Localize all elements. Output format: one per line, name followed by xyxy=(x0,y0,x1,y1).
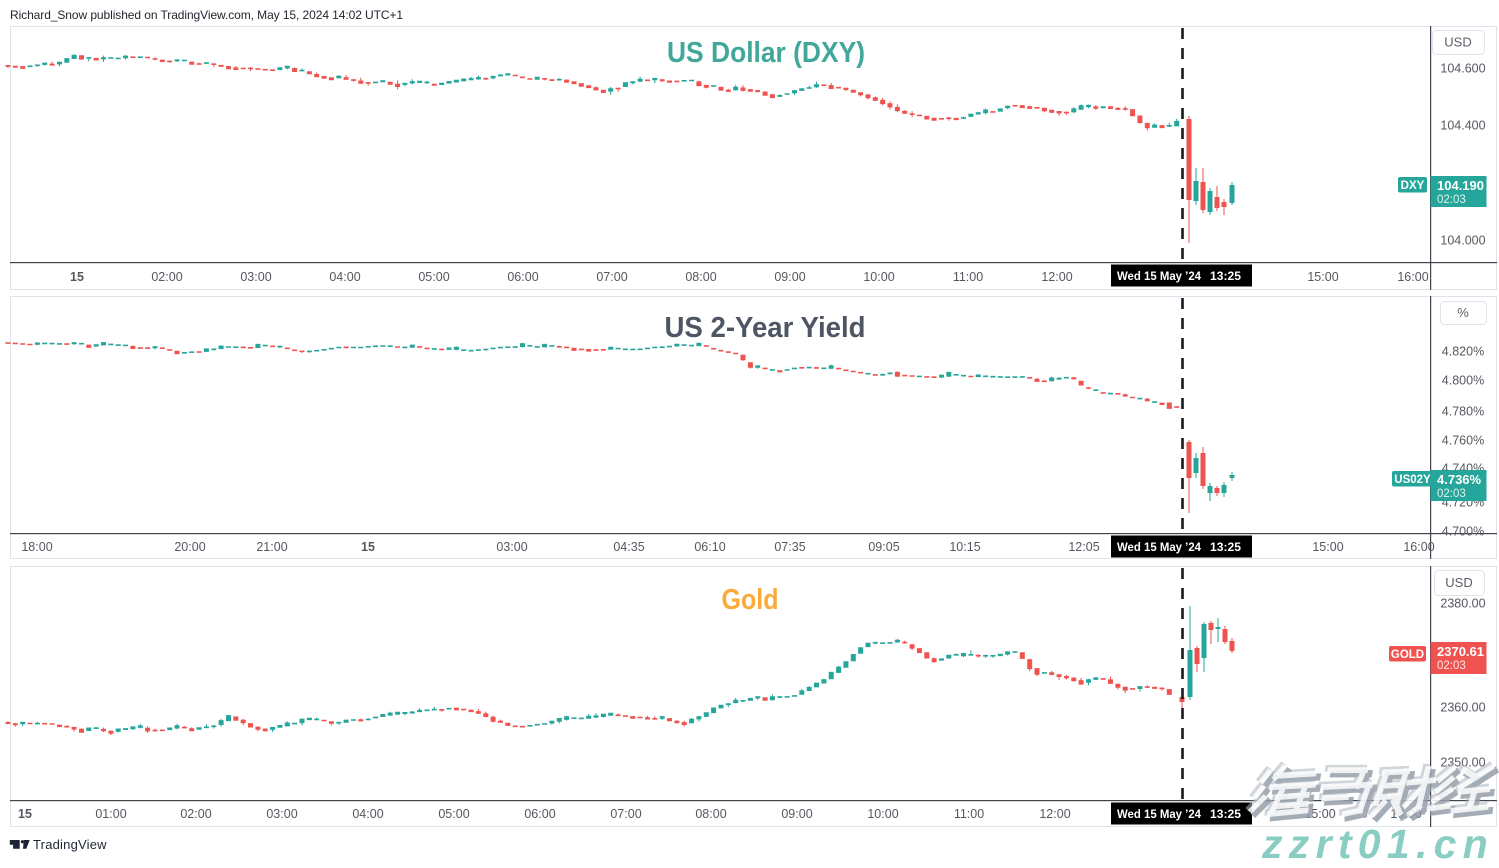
svg-text:10:00: 10:00 xyxy=(863,270,894,284)
svg-text:03:00: 03:00 xyxy=(496,540,527,554)
svg-text:09:05: 09:05 xyxy=(868,540,899,554)
svg-text:04:35: 04:35 xyxy=(613,540,644,554)
svg-text:04:00: 04:00 xyxy=(352,807,383,821)
svg-text:%: % xyxy=(1457,305,1469,320)
svg-text:01:00: 01:00 xyxy=(95,807,126,821)
svg-text:12:00: 12:00 xyxy=(1039,807,1070,821)
svg-text:08:00: 08:00 xyxy=(685,270,716,284)
svg-text:16:00: 16:00 xyxy=(1397,270,1428,284)
svg-text:Richard_Snow published on Trad: Richard_Snow published on TradingView.co… xyxy=(10,8,403,22)
svg-text:Wed 15 May ’24: Wed 15 May ’24 xyxy=(1117,807,1201,821)
svg-text:21:00: 21:00 xyxy=(256,540,287,554)
svg-text:4.736%: 4.736% xyxy=(1437,472,1482,487)
svg-text:07:35: 07:35 xyxy=(774,540,805,554)
svg-text:4.780%: 4.780% xyxy=(1442,405,1484,419)
svg-text:13:25: 13:25 xyxy=(1210,540,1241,554)
svg-text:4.820%: 4.820% xyxy=(1442,345,1484,359)
svg-text:06:00: 06:00 xyxy=(507,270,538,284)
svg-text:104.600: 104.600 xyxy=(1440,62,1485,76)
svg-text:15:00: 15:00 xyxy=(1312,540,1343,554)
svg-text:16:00: 16:00 xyxy=(1403,540,1434,554)
svg-text:09:00: 09:00 xyxy=(774,270,805,284)
svg-text:07:00: 07:00 xyxy=(610,807,641,821)
svg-text:Gold: Gold xyxy=(722,584,779,616)
svg-text:15: 15 xyxy=(361,540,375,554)
svg-text:02:03: 02:03 xyxy=(1437,488,1466,500)
svg-text:15: 15 xyxy=(70,270,84,284)
svg-text:07:00: 07:00 xyxy=(596,270,627,284)
svg-text:Wed 15 May ’24: Wed 15 May ’24 xyxy=(1117,269,1201,283)
svg-text:104.190: 104.190 xyxy=(1437,178,1484,193)
svg-text:09:00: 09:00 xyxy=(781,807,812,821)
svg-text:2370.61: 2370.61 xyxy=(1437,644,1484,659)
svg-text:USD: USD xyxy=(1444,35,1471,50)
svg-text:TradingView: TradingView xyxy=(33,837,107,852)
svg-text:03:00: 03:00 xyxy=(240,270,271,284)
svg-text:DXY: DXY xyxy=(1401,180,1425,192)
svg-text:Wed 15 May ’24: Wed 15 May ’24 xyxy=(1117,540,1201,554)
svg-text:10:15: 10:15 xyxy=(949,540,980,554)
svg-text:US 2-Year Yield: US 2-Year Yield xyxy=(665,312,866,344)
svg-text:15:00: 15:00 xyxy=(1307,270,1338,284)
svg-text:13:25: 13:25 xyxy=(1210,807,1241,821)
svg-text:12:05: 12:05 xyxy=(1068,540,1099,554)
svg-text:02:00: 02:00 xyxy=(180,807,211,821)
svg-text:11:00: 11:00 xyxy=(953,270,983,284)
svg-text:04:00: 04:00 xyxy=(329,270,360,284)
svg-text:10:00: 10:00 xyxy=(867,807,898,821)
svg-text:4.760%: 4.760% xyxy=(1442,434,1484,448)
svg-text:20:00: 20:00 xyxy=(174,540,205,554)
svg-text:2380.00: 2380.00 xyxy=(1440,597,1485,611)
svg-text:4.700%: 4.700% xyxy=(1442,525,1484,539)
svg-text:02:00: 02:00 xyxy=(151,270,182,284)
svg-text:18:00: 18:00 xyxy=(21,540,52,554)
svg-text:4.800%: 4.800% xyxy=(1442,374,1484,388)
svg-text:02:03: 02:03 xyxy=(1437,660,1466,672)
svg-text:06:10: 06:10 xyxy=(694,540,725,554)
svg-text:03:00: 03:00 xyxy=(266,807,297,821)
svg-text:13:25: 13:25 xyxy=(1210,269,1241,283)
svg-text:zzrt01.cn: zzrt01.cn xyxy=(1261,821,1491,863)
svg-text:104.000: 104.000 xyxy=(1440,234,1485,248)
svg-text:104.400: 104.400 xyxy=(1440,119,1485,133)
svg-text:15: 15 xyxy=(18,807,32,821)
svg-text:US Dollar (DXY): US Dollar (DXY) xyxy=(667,37,865,69)
svg-text:GOLD: GOLD xyxy=(1391,649,1424,661)
svg-text:2360.00: 2360.00 xyxy=(1440,701,1485,715)
svg-text:05:00: 05:00 xyxy=(438,807,469,821)
svg-text:06:00: 06:00 xyxy=(524,807,555,821)
svg-text:US02Y: US02Y xyxy=(1394,474,1431,486)
svg-text:USD: USD xyxy=(1445,575,1472,590)
svg-text:08:00: 08:00 xyxy=(695,807,726,821)
svg-text:12:00: 12:00 xyxy=(1041,270,1072,284)
svg-text:05:00: 05:00 xyxy=(418,270,449,284)
svg-text:11:00: 11:00 xyxy=(954,807,984,821)
svg-text:02:03: 02:03 xyxy=(1437,194,1466,206)
